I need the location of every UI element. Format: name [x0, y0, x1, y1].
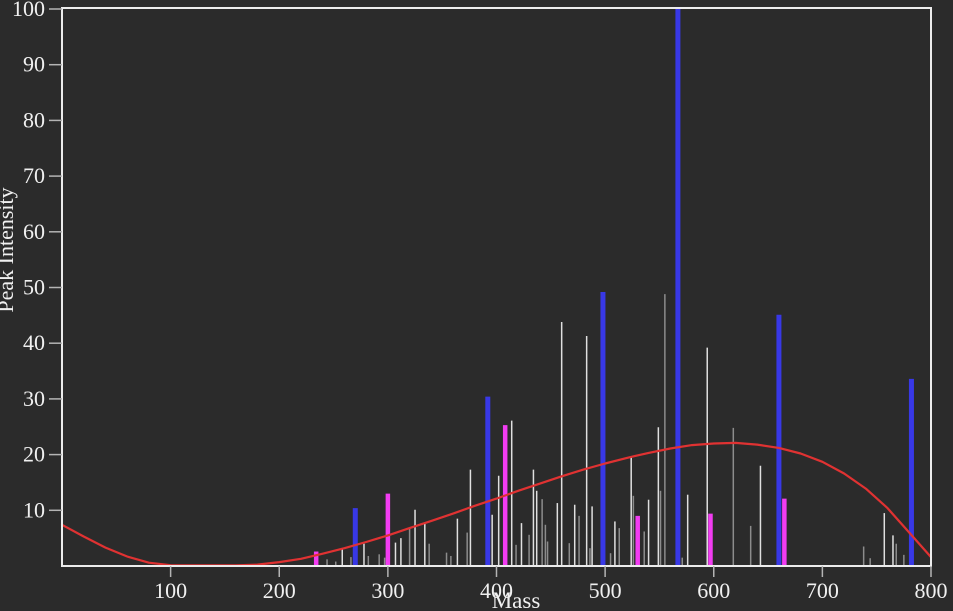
- fit-curve-line: [60, 441, 933, 567]
- x-tick-label: 700: [806, 578, 839, 603]
- y-tick-label: 40: [23, 330, 45, 355]
- x-tick-label: 300: [371, 578, 404, 603]
- x-tick-label: 800: [915, 578, 948, 603]
- x-axis-ticks: 100 200 300 400 500 600 700 800: [154, 566, 948, 603]
- y-tick-label: 60: [23, 219, 45, 244]
- y-tick-label: 50: [23, 275, 45, 300]
- y-axis-ticks: 10 20 30 40 50 60 70 80 90 100: [12, 0, 62, 522]
- y-tick-label: 100: [12, 0, 45, 21]
- x-tick-label: 600: [697, 578, 730, 603]
- y-tick-label: 20: [23, 442, 45, 467]
- plot-area-border: [61, 7, 932, 567]
- y-tick-label: 10: [23, 497, 45, 522]
- highlighted-magenta-peaks-layer: [313, 425, 787, 565]
- spectrum-minor-peaks-layer: [326, 294, 905, 565]
- x-tick-label: 200: [263, 578, 296, 603]
- y-tick-label: 70: [23, 163, 45, 188]
- x-tick-label: 400: [480, 578, 513, 603]
- y-tick-label: 90: [23, 52, 45, 77]
- y-axis-label: Peak Intensity: [0, 187, 18, 312]
- y-tick-label: 80: [23, 107, 45, 132]
- x-axis-label: Mass: [492, 588, 541, 611]
- highlighted-blue-peaks-layer: [352, 9, 914, 565]
- x-tick-label: 500: [589, 578, 622, 603]
- x-tick-label: 100: [154, 578, 187, 603]
- y-tick-label: 30: [23, 386, 45, 411]
